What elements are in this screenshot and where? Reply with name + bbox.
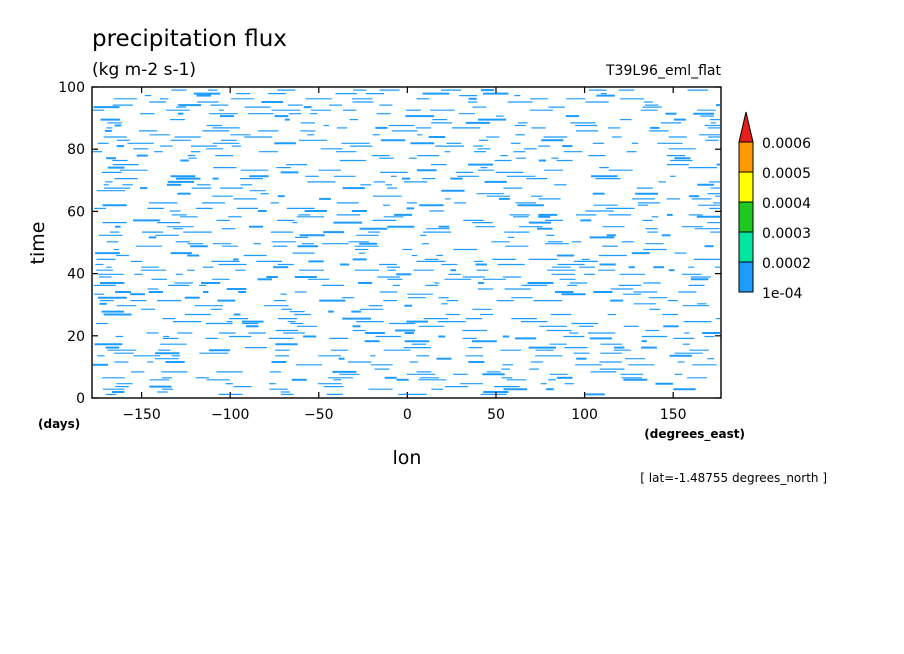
colorbar-swatch [738,171,754,203]
x-tick-label: 0 [403,407,412,423]
precip-streaks [92,89,720,396]
chart-title: precipitation flux [92,26,287,52]
y-ticks: 0 20 40 60 80 100 [58,80,721,407]
plot-background [92,87,721,398]
colorbar-label: 0.0006 [762,136,811,152]
chart-units: (kg m-2 s-1) [92,60,196,80]
x-tick-label: −50 [304,407,334,423]
x-axis-units: (degrees_east) [644,427,745,442]
colorbar-label: 0.0002 [762,256,811,272]
x-tick-label: −100 [211,407,249,423]
y-axis-label: time [27,222,49,265]
y-tick-label: 100 [58,80,85,96]
colorbar-extend-triangle [738,111,754,143]
colorbar: 1e-04 0.0002 0.0003 0.0004 0.0005 0.0006 [738,111,811,302]
y-tick-label: 60 [67,204,85,220]
plot-area: −150 −100 −50 0 50 100 150 0 20 40 60 80 100 [58,80,722,423]
y-tick-label: 40 [67,267,85,283]
y-tick-label: 0 [76,391,85,407]
dataset-label: T39L96_eml_flat [605,63,722,79]
colorbar-swatch [738,141,754,173]
x-tick-label: 50 [487,407,505,423]
colorbar-label: 1e-04 [762,286,802,302]
x-tick-label: −150 [122,407,160,423]
x-tick-label: 150 [660,407,687,423]
y-tick-label: 80 [67,142,85,158]
colorbar-label: 0.0004 [762,196,811,212]
colorbar-swatch [738,231,754,263]
x-ticks: −150 −100 −50 0 50 100 150 [122,87,687,423]
colorbar-label: 0.0005 [762,166,811,182]
x-axis-label: lon [393,447,422,469]
colorbar-swatch [738,201,754,233]
colorbar-label: 0.0003 [762,226,811,242]
colorbar-swatch [738,261,754,293]
plot-frame [91,86,722,399]
latitude-annotation: [ lat=-1.48755 degrees_north ] [640,471,827,485]
x-tick-label: 100 [571,407,598,423]
y-tick-label: 20 [67,329,85,345]
y-axis-units: (days) [38,417,80,431]
